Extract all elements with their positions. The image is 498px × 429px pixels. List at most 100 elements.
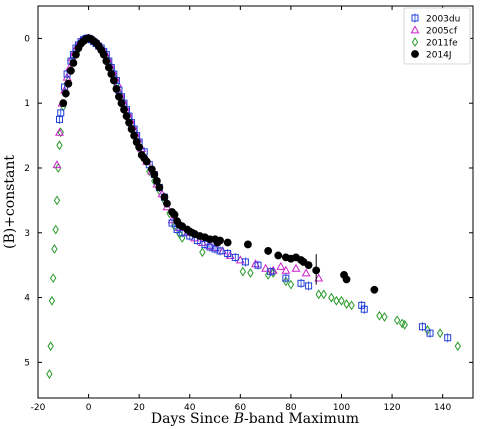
point-2014J [99, 50, 108, 59]
point-2014J [304, 261, 313, 270]
point-2014J [163, 199, 171, 208]
point-2014J [152, 177, 161, 185]
point-2014J [127, 125, 136, 134]
point-2005cf [52, 160, 62, 169]
legend-box [403, 7, 471, 65]
point-2014J [274, 251, 283, 260]
y-tick-label: 0 [24, 34, 30, 44]
point-2014J [125, 118, 133, 127]
point-2014J [109, 76, 118, 85]
legend-marker-2014J [411, 50, 419, 58]
point-2011fe [348, 300, 355, 311]
point-2014J [142, 157, 151, 166]
point-2011fe [46, 369, 53, 379]
series-2014J-marks [59, 34, 379, 294]
point-2011fe [52, 224, 59, 235]
point-2011fe [454, 341, 462, 352]
legend-label-2005cf: 2005cf [426, 27, 458, 37]
point-2014J [170, 210, 179, 219]
legend: 2003du 2005cf 2011fe 2014J [403, 7, 471, 65]
x-axis-label-part-1: Days Since [151, 411, 234, 427]
point-2011fe [320, 289, 327, 300]
point-2005cf [281, 265, 291, 274]
point-2003du [231, 252, 239, 262]
point-2014J [130, 131, 139, 140]
point-2003du [224, 249, 232, 259]
point-2014J [342, 275, 351, 284]
point-2014J [122, 112, 131, 121]
point-2003du [241, 257, 249, 267]
point-2011fe [338, 295, 345, 306]
legend-label-2011fe: 2011fe [426, 39, 458, 49]
y-tick-label: 1 [24, 99, 30, 109]
x-tick-label: 60 [235, 403, 247, 413]
y-tick-label: 3 [24, 229, 30, 239]
point-2011fe [393, 315, 401, 326]
point-2014J [370, 285, 379, 294]
y-axis-label: (B)+constant [2, 155, 18, 249]
x-tick-label: 100 [333, 403, 350, 413]
point-2011fe [328, 292, 335, 303]
point-2003du [254, 260, 262, 270]
point-2011fe [343, 299, 350, 309]
x-tick-label: 120 [383, 403, 400, 413]
point-2011fe [56, 140, 63, 151]
series-2005cf-marks [52, 33, 324, 282]
point-2014J [115, 92, 123, 101]
legend-marker-2005cf [410, 25, 420, 34]
x-axis-label-part-2: B [233, 411, 244, 427]
point-2003du [444, 333, 452, 343]
point-2011fe [315, 289, 322, 300]
point-2011fe [436, 328, 444, 339]
point-2014J [117, 99, 126, 108]
point-2014J [264, 247, 273, 255]
point-2005cf [276, 261, 286, 270]
point-2014J [120, 105, 128, 114]
point-2005cf [55, 127, 64, 136]
point-2011fe [49, 273, 57, 284]
point-2014J [223, 238, 232, 247]
point-2011fe [51, 244, 58, 254]
point-2014J [72, 50, 80, 59]
point-2011fe [333, 295, 340, 306]
y-axis-ticks: 0 1 2 3 4 5 [24, 34, 473, 368]
point-2011fe [199, 247, 206, 258]
point-2003du [418, 322, 426, 332]
point-2014J [59, 99, 68, 108]
y-tick-label: 5 [24, 358, 30, 368]
point-2011fe [247, 268, 254, 278]
series-2011fe-marks [46, 33, 462, 379]
point-2011fe [178, 233, 186, 243]
x-axis-label-part-3: -band Maximum [244, 411, 359, 427]
x-tick-label: 140 [434, 403, 451, 413]
point-2003du [426, 328, 434, 338]
x-tick-label: -20 [31, 403, 46, 413]
point-2003du [305, 281, 313, 291]
legend-marker-2011fe [411, 37, 419, 47]
point-2005cf [291, 263, 301, 272]
point-2014J [104, 63, 113, 72]
point-2003du [206, 242, 214, 252]
point-2014J [69, 59, 78, 67]
legend-label-2014J: 2014J [426, 51, 452, 61]
y-tick-label: 2 [24, 164, 30, 174]
point-2003du [267, 267, 275, 277]
point-2014J [150, 170, 159, 179]
point-2003du [57, 108, 65, 118]
point-2011fe [282, 276, 290, 287]
point-2011fe [47, 341, 54, 352]
point-2003du [211, 244, 219, 254]
point-2011fe [381, 312, 388, 322]
point-2014J [160, 193, 169, 202]
point-2014J [216, 236, 224, 245]
point-2003du [282, 273, 290, 283]
point-2003du [216, 246, 224, 256]
point-2014J [64, 79, 73, 88]
point-2003du [297, 278, 305, 288]
point-2014J [244, 240, 252, 249]
x-tick-label: 20 [133, 403, 145, 413]
point-2011fe [53, 195, 61, 206]
point-2014J [155, 183, 164, 192]
point-2011fe [270, 268, 277, 278]
point-2003du [360, 304, 368, 314]
